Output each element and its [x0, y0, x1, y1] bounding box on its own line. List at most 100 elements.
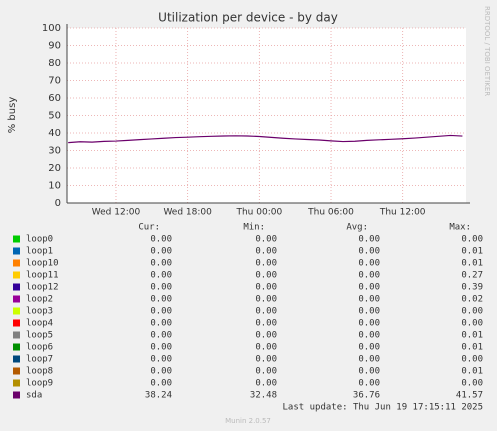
legend-value: 0.00 — [358, 259, 380, 269]
series-line — [68, 134, 463, 144]
x-tick-label: Thu 00:00 — [235, 208, 282, 218]
legend-value: 0.00 — [358, 235, 380, 245]
legend-value: 0.01 — [461, 367, 483, 377]
legend-value: 0.00 — [150, 271, 172, 281]
y-tick-label: 10 — [48, 181, 61, 192]
legend-name: loop0 — [26, 235, 53, 245]
y-tick-label: 50 — [48, 111, 61, 122]
footer: Munin 2.0.57 — [225, 417, 271, 425]
x-tick-label: Wed 12:00 — [92, 208, 141, 218]
legend-value: 0.00 — [255, 355, 277, 365]
legend-value: 0.00 — [150, 343, 172, 353]
last-update: Last update: Thu Jun 19 17:15:11 2025 — [283, 403, 483, 413]
legend-swatch — [13, 235, 20, 243]
legend-header: Min: — [243, 223, 265, 233]
y-tick-label: 70 — [48, 76, 61, 87]
legend-value: 0.00 — [255, 271, 277, 281]
legend-swatch — [13, 271, 20, 279]
legend-value: 0.02 — [461, 295, 483, 305]
legend-value: 0.00 — [150, 379, 172, 389]
legend-swatch — [13, 307, 20, 315]
legend-value: 0.00 — [358, 379, 380, 389]
legend-value: 41.57 — [456, 391, 483, 401]
legend-value: 0.00 — [358, 343, 380, 353]
legend-value: 0.00 — [255, 283, 277, 293]
legend-name: loop11 — [26, 271, 59, 281]
legend-swatch — [13, 259, 20, 267]
legend-value: 0.01 — [461, 331, 483, 341]
legend-value: 0.00 — [358, 355, 380, 365]
legend-value: 0.00 — [150, 319, 172, 329]
y-tick-label: 60 — [48, 93, 61, 104]
legend-value: 0.00 — [150, 367, 172, 377]
legend-swatch — [13, 355, 20, 363]
legend-value: 0.00 — [255, 235, 277, 245]
x-tick-label: Thu 06:00 — [307, 208, 354, 218]
y-tick-label: 100 — [42, 23, 61, 34]
legend-value: 0.00 — [358, 307, 380, 317]
legend-swatch — [13, 391, 20, 399]
side-label: RRDTOOL / TOBI OETIKER — [483, 6, 491, 96]
legend-value: 0.00 — [255, 379, 277, 389]
legend-value: 0.00 — [255, 307, 277, 317]
legend-value: 0.00 — [358, 247, 380, 257]
legend-value: 0.00 — [358, 367, 380, 377]
legend-swatch — [13, 331, 20, 339]
legend-value: 0.01 — [461, 259, 483, 269]
legend-value: 0.00 — [150, 259, 172, 269]
y-tick-label: 20 — [48, 163, 61, 174]
legend-value: 0.00 — [255, 367, 277, 377]
legend-value: 0.00 — [255, 331, 277, 341]
y-tick-label: 90 — [48, 41, 61, 52]
legend-value: 0.00 — [255, 295, 277, 305]
legend-value: 0.00 — [150, 331, 172, 341]
legend-name: loop10 — [26, 259, 59, 269]
legend-swatch — [13, 295, 20, 303]
legend-header: Avg: — [346, 223, 368, 233]
legend-name: loop5 — [26, 331, 53, 341]
legend-value: 0.00 — [150, 235, 172, 245]
legend-name: loop8 — [26, 367, 53, 377]
legend-swatch — [13, 283, 20, 291]
legend-swatch — [13, 319, 20, 327]
legend-value: 0.00 — [150, 307, 172, 317]
y-tick-label: 0 — [55, 198, 61, 209]
legend-value: 0.00 — [255, 343, 277, 353]
legend-name: loop1 — [26, 247, 53, 257]
legend-value: 0.01 — [461, 343, 483, 353]
legend-value: 0.00 — [255, 247, 277, 257]
x-tick-label: Thu 12:00 — [379, 208, 426, 218]
x-tick-label: Wed 18:00 — [163, 208, 212, 218]
legend-value: 36.76 — [353, 391, 380, 401]
legend-header: Cur: — [138, 223, 160, 233]
legend-value: 0.00 — [150, 247, 172, 257]
legend-header: Max: — [449, 223, 471, 233]
legend-swatch — [13, 247, 20, 255]
legend-value: 0.00 — [461, 235, 483, 245]
legend-value: 0.00 — [461, 379, 483, 389]
legend-value: 0.00 — [461, 355, 483, 365]
legend-value: 0.00 — [358, 295, 380, 305]
legend-swatch — [13, 379, 20, 387]
legend-value: 38.24 — [145, 391, 172, 401]
legend-value: 0.00 — [358, 331, 380, 341]
y-tick-label: 80 — [48, 58, 61, 69]
legend-value: 0.00 — [255, 319, 277, 329]
legend-value: 0.00 — [461, 319, 483, 329]
legend-name: loop7 — [26, 355, 53, 365]
legend-value: 0.00 — [150, 283, 172, 293]
y-axis-label: % busy — [7, 97, 18, 134]
y-tick-label: 30 — [48, 146, 61, 157]
legend-name: sda — [26, 391, 42, 401]
legend-value: 0.00 — [358, 271, 380, 281]
legend-name: loop2 — [26, 295, 53, 305]
legend-name: loop9 — [26, 379, 53, 389]
legend-value: 0.00 — [358, 319, 380, 329]
legend-name: loop3 — [26, 307, 53, 317]
legend-name: loop12 — [26, 283, 59, 293]
legend-swatch — [13, 343, 20, 351]
legend-value: 0.00 — [150, 295, 172, 305]
legend-value: 0.00 — [358, 283, 380, 293]
legend-swatch — [13, 367, 20, 375]
